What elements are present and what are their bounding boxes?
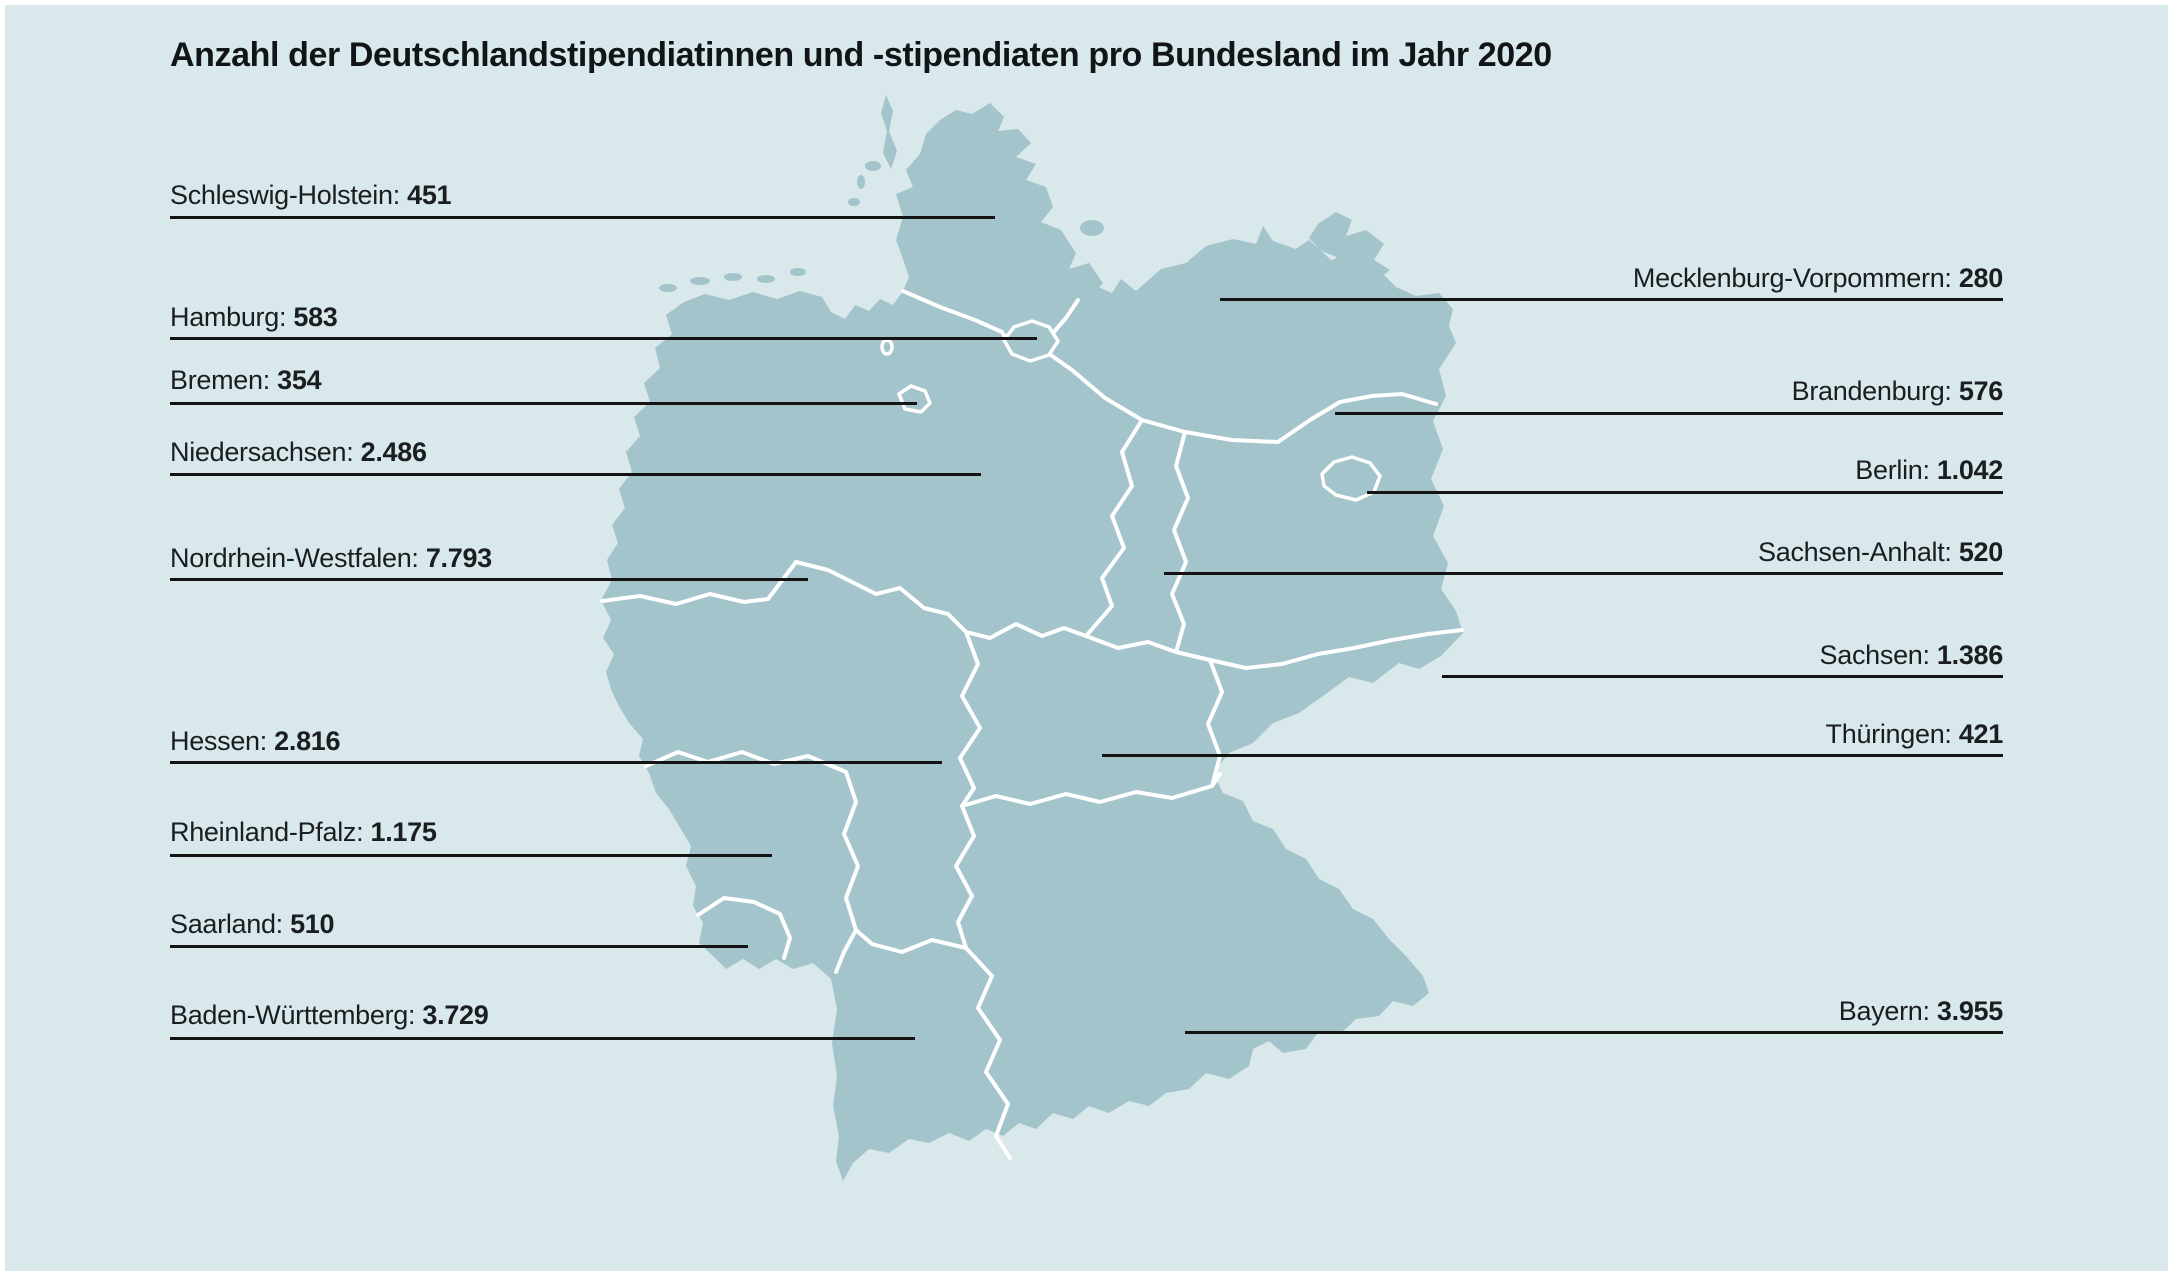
border-rheinland-pfalz-baden-wuerttemberg — [834, 928, 858, 974]
leader-line-brandenburg — [1335, 412, 2003, 415]
state-label-hessen: Hessen: 2.816 — [170, 726, 341, 756]
state-label-mecklenburg-vorpommern: Mecklenburg-Vorpommern: 280 — [1632, 263, 2003, 293]
island-sylt — [881, 95, 897, 169]
island-ostfriesland-2 — [690, 277, 710, 285]
region-hamburg — [1002, 319, 1060, 363]
island-ostfriesland-3 — [724, 273, 742, 281]
island-fehmarn — [1080, 220, 1104, 236]
state-label-rheinland-pfalz: Rheinland-Pfalz: 1.175 — [170, 817, 437, 847]
state-label-hamburg: Hamburg: 583 — [170, 302, 338, 332]
border-niedersachsen-sued — [600, 560, 1088, 640]
leader-line-rheinland-pfalz — [170, 854, 772, 857]
leader-line-niedersachsen — [170, 473, 981, 476]
leader-line-nordrhein-westfalen — [170, 578, 808, 581]
state-label-baden-wuerttemberg: Baden-Württemberg: 3.729 — [170, 1000, 489, 1030]
border-thueringen-sachsen — [1206, 658, 1224, 788]
border-sachsen-nord — [1084, 628, 1464, 670]
state-label-schleswig-holstein: Schleswig-Holstein: 451 — [170, 180, 452, 210]
state-label-berlin: Berlin: 1.042 — [1855, 455, 2003, 485]
border-saarland — [696, 896, 792, 960]
state-label-saarland: Saarland: 510 — [170, 909, 335, 939]
state-borders — [600, 289, 1464, 1160]
island-foehr — [865, 161, 881, 171]
state-label-sachsen: Sachsen: 1.386 — [1819, 640, 2004, 670]
leader-line-bayern — [1185, 1031, 2003, 1034]
border-sachsen-anhalt-brandenburg — [1170, 430, 1190, 654]
leader-line-baden-wuerttemberg — [170, 1037, 915, 1040]
region-bremerhaven — [880, 338, 894, 356]
city-states — [880, 319, 1382, 502]
region-bremen — [897, 384, 932, 414]
state-label-sachsen-anhalt: Sachsen-Anhalt: 520 — [1758, 537, 2003, 567]
border-hessen-bayern — [954, 804, 976, 950]
state-label-thueringen: Thüringen: 421 — [1825, 719, 2004, 749]
leader-line-saarland — [170, 945, 748, 948]
leader-line-schleswig-holstein — [170, 216, 995, 219]
germany-landmass — [601, 95, 1463, 1181]
state-label-nordrhein-westfalen: Nordrhein-Westfalen: 7.793 — [170, 543, 492, 573]
leader-line-thueringen — [1102, 754, 2003, 757]
state-label-niedersachsen: Niedersachsen: 2.486 — [170, 437, 427, 467]
leader-line-bremen — [170, 402, 917, 405]
island-amrum — [857, 175, 865, 189]
border-bayern-baden-wuerttemberg — [964, 946, 1012, 1160]
leader-line-hessen — [170, 761, 942, 764]
border-nordrhein-westfalen-sued — [644, 750, 848, 774]
leader-line-sachsen-anhalt — [1164, 572, 2003, 575]
state-label-bayern: Bayern: 3.955 — [1838, 996, 2004, 1026]
leader-line-hamburg — [170, 337, 1037, 340]
state-label-brandenburg: Brandenburg: 576 — [1791, 376, 2004, 406]
leader-line-berlin — [1367, 491, 2003, 494]
border-niedersachsen-sachsen-anhalt — [1084, 418, 1144, 638]
island-ruegen — [1309, 212, 1390, 284]
border-thueringen-bayern — [960, 772, 1222, 808]
border-thueringen-hessen — [958, 630, 982, 808]
border-rheinland-pfalz-hessen — [842, 770, 860, 932]
island-pellworm — [848, 198, 860, 206]
island-ostfriesland-4 — [757, 275, 775, 283]
leader-line-sachsen — [1442, 675, 2003, 678]
border-schleswig-holstein-elbe — [901, 289, 1010, 344]
state-label-bremen: Bremen: 354 — [170, 365, 322, 395]
border-hessen-baden-wuerttemberg — [854, 928, 968, 954]
border-mecklenburg-sued — [1036, 344, 1438, 444]
region-berlin — [1320, 455, 1382, 502]
chart-title: Anzahl der Deutschlandstipendiatinnen un… — [170, 36, 1552, 74]
island-ostfriesland-1 — [659, 284, 677, 292]
island-ostfriesland-5 — [790, 268, 806, 276]
germany-outline — [601, 103, 1463, 1181]
leader-line-mecklenburg-vorpommern — [1220, 298, 2003, 301]
